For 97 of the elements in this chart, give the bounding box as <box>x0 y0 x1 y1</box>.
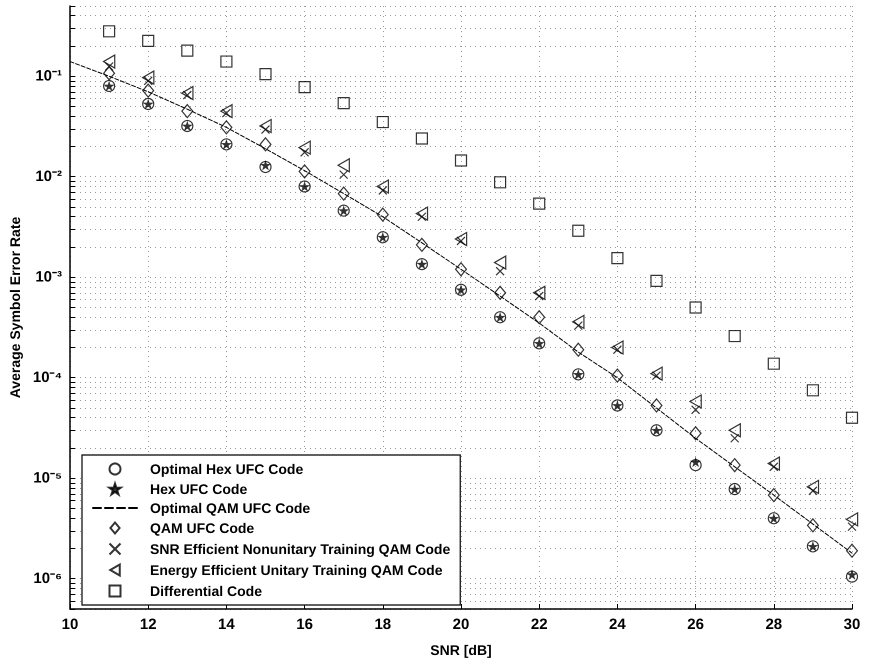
point <box>728 423 741 438</box>
point <box>768 456 780 471</box>
point <box>846 412 858 424</box>
point <box>730 434 740 443</box>
point <box>611 368 624 383</box>
point <box>690 301 702 314</box>
x-axis-title: SNR [dB] <box>430 642 492 658</box>
x-tick-label: 28 <box>765 616 782 633</box>
x-tick-label: 20 <box>452 616 470 633</box>
point <box>496 266 505 276</box>
x-tick-label: 18 <box>374 616 392 633</box>
x-tick-label: 14 <box>218 616 236 633</box>
point <box>416 238 428 252</box>
x-tick-label: 26 <box>687 616 704 633</box>
point <box>142 70 154 85</box>
point <box>533 198 546 210</box>
point <box>416 132 428 145</box>
point <box>376 179 390 194</box>
point <box>259 137 272 152</box>
point <box>259 118 272 134</box>
y-tick-label: 10⁻² <box>35 168 62 186</box>
point <box>846 512 858 526</box>
x-tick-label: 10 <box>62 616 78 633</box>
point <box>220 120 232 134</box>
point <box>259 160 272 174</box>
point <box>376 208 389 222</box>
point <box>689 394 702 409</box>
point <box>768 358 780 370</box>
y-tick-label: 10⁻⁵ <box>33 470 62 487</box>
point <box>338 97 350 110</box>
point <box>181 44 194 57</box>
point <box>806 384 819 396</box>
point <box>494 255 506 270</box>
y-tick-label: 10⁻⁶ <box>33 570 62 588</box>
point <box>846 544 858 558</box>
x-tick-label: 24 <box>609 616 626 633</box>
point <box>220 55 233 68</box>
y-axis-title: Average Symbol Error Rate <box>7 216 23 398</box>
point <box>768 488 780 502</box>
point <box>846 570 858 583</box>
legend-label: QAM UFC Code <box>150 520 254 536</box>
y-tick-label: 10⁻⁴ <box>32 369 62 386</box>
point <box>298 80 311 94</box>
point <box>337 158 350 172</box>
point <box>220 104 233 118</box>
legend-label: Differential Code <box>150 583 262 599</box>
legend-label: SNR Efficient Nonunitary Training QAM Code <box>150 541 450 557</box>
point <box>259 68 272 80</box>
point <box>102 54 116 69</box>
point <box>847 522 857 532</box>
point <box>650 274 663 287</box>
y-tick-label: 10⁻³ <box>35 268 62 286</box>
x-tick-label: 22 <box>530 616 548 633</box>
point <box>376 116 389 128</box>
y-tick-label: 10⁻¹ <box>35 68 62 85</box>
point <box>690 426 702 440</box>
point <box>181 104 194 118</box>
point <box>103 25 116 38</box>
point <box>298 164 311 179</box>
point <box>142 83 154 98</box>
point <box>532 286 546 300</box>
point <box>572 314 585 329</box>
point <box>728 330 741 342</box>
point <box>454 262 468 276</box>
point <box>103 66 116 80</box>
point <box>142 34 154 47</box>
point <box>572 342 584 357</box>
point <box>181 86 194 100</box>
x-tick-label: 12 <box>140 616 157 633</box>
point <box>650 366 663 381</box>
point <box>533 310 546 324</box>
x-tick-label: 30 <box>844 616 860 633</box>
point <box>806 518 819 532</box>
legend-label: Hex UFC Code <box>150 481 248 497</box>
x-tick-label: 16 <box>296 616 313 633</box>
point <box>611 340 624 355</box>
point <box>572 224 584 237</box>
point <box>806 480 820 494</box>
legend-label: Optimal QAM UFC Code <box>150 500 310 516</box>
point <box>339 170 348 180</box>
point <box>728 458 741 472</box>
point <box>454 154 468 167</box>
point <box>846 570 858 580</box>
point <box>416 206 428 221</box>
point <box>454 232 468 246</box>
point <box>611 252 624 264</box>
point <box>690 459 702 472</box>
point <box>690 457 701 467</box>
legend-label: Optimal Hex UFC Code <box>150 461 304 477</box>
point <box>691 405 700 414</box>
point <box>494 176 506 188</box>
point <box>298 140 311 155</box>
point <box>650 398 663 413</box>
point <box>494 286 506 300</box>
point <box>260 160 271 170</box>
point <box>338 186 350 201</box>
legend-label: Energy Efficient Unitary Training QAM Code <box>150 562 443 578</box>
